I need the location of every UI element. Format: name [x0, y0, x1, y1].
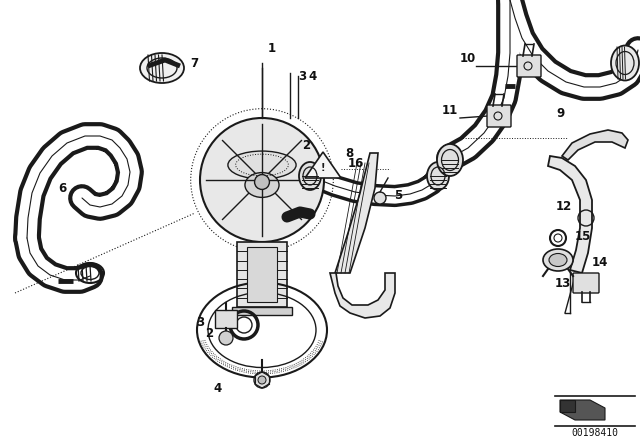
Bar [247, 247, 277, 302]
Polygon shape [330, 273, 395, 318]
Circle shape [219, 331, 233, 345]
Text: 6: 6 [58, 181, 66, 194]
Text: 13: 13 [555, 276, 572, 289]
Circle shape [255, 175, 269, 190]
Text: 8: 8 [345, 146, 353, 159]
Text: 11: 11 [442, 103, 458, 116]
Text: 14: 14 [592, 255, 609, 268]
Ellipse shape [549, 254, 567, 267]
Text: 2: 2 [205, 327, 213, 340]
Text: 4: 4 [308, 69, 316, 82]
Text: 2: 2 [302, 138, 310, 151]
Text: 5: 5 [394, 189, 403, 202]
Ellipse shape [543, 249, 573, 271]
Polygon shape [335, 153, 378, 273]
Circle shape [254, 372, 270, 388]
FancyBboxPatch shape [487, 105, 511, 127]
Circle shape [374, 192, 386, 204]
Text: 4: 4 [213, 382, 221, 395]
Ellipse shape [437, 144, 463, 176]
Circle shape [258, 376, 266, 384]
Polygon shape [562, 130, 628, 160]
Bar [237, 242, 287, 307]
Text: 3: 3 [298, 69, 306, 82]
Ellipse shape [245, 172, 279, 198]
Circle shape [236, 317, 252, 333]
Text: 00198410: 00198410 [572, 428, 618, 438]
Ellipse shape [611, 46, 639, 81]
Polygon shape [548, 156, 592, 273]
Polygon shape [560, 400, 605, 420]
Ellipse shape [299, 162, 321, 190]
Text: 9: 9 [556, 107, 564, 120]
Text: 15: 15 [575, 229, 591, 242]
FancyBboxPatch shape [215, 310, 237, 328]
Text: 1: 1 [268, 42, 276, 55]
Ellipse shape [228, 151, 296, 179]
Ellipse shape [427, 162, 449, 190]
Circle shape [200, 118, 324, 242]
Text: 16: 16 [348, 156, 364, 169]
Text: !: ! [321, 163, 325, 173]
Text: 12: 12 [556, 199, 572, 212]
Polygon shape [560, 400, 575, 412]
Text: 10: 10 [460, 52, 476, 65]
Text: 7: 7 [190, 56, 198, 69]
Bar [232, 307, 292, 315]
FancyBboxPatch shape [517, 55, 541, 77]
Polygon shape [305, 152, 341, 178]
Text: 3: 3 [196, 315, 204, 328]
Ellipse shape [140, 53, 184, 83]
FancyBboxPatch shape [573, 273, 599, 293]
